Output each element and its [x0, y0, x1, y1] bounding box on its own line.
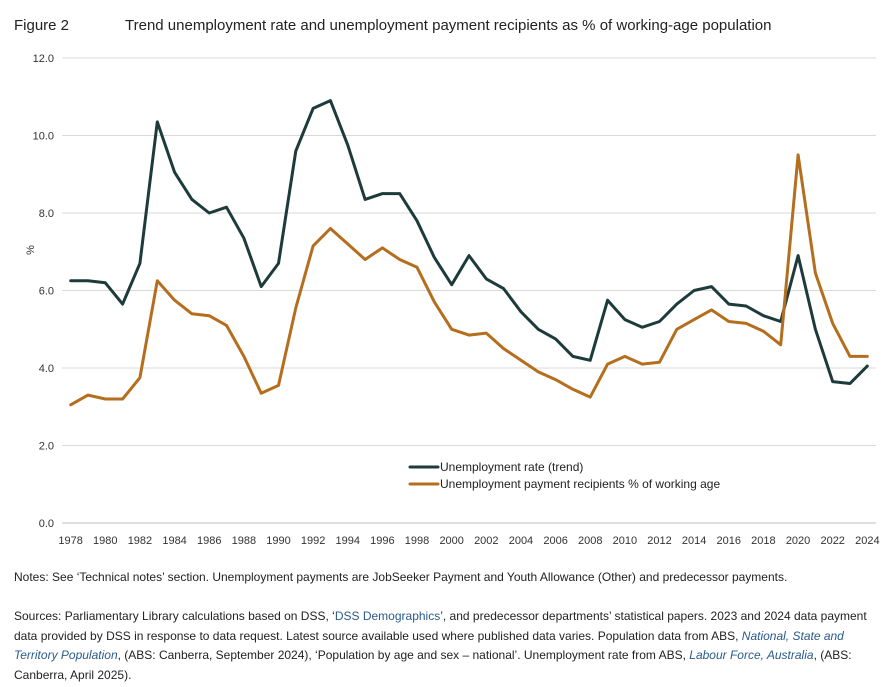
x-tick-label: 2016	[717, 535, 741, 547]
sources-text-4: , (ABS: Canberra, April 2025).	[14, 648, 852, 682]
y-tick-label: 4.0	[39, 363, 54, 375]
figure-label: Figure 2	[14, 17, 70, 34]
y-tick-label: 8.0	[39, 208, 54, 220]
x-tick-label: 2018	[751, 535, 775, 547]
payment-recipients-line	[69, 153, 869, 407]
x-tick-label: 2008	[578, 535, 602, 547]
x-tick-label: 1982	[128, 535, 152, 547]
x-tick-label: 1978	[58, 535, 82, 547]
y-tick-label: 12.0	[33, 53, 54, 65]
y-tick-label: 6.0	[39, 286, 54, 298]
notes: Notes: See ‘Technical notes’ section. Un…	[14, 570, 788, 584]
sources-text-2: ’, and predecessor departments’ statisti…	[14, 609, 867, 643]
x-tick-label: 1984	[162, 535, 186, 547]
sources-text-1: Sources: Parliamentary Library calculati…	[14, 609, 335, 623]
unemployment-rate-line	[69, 99, 869, 385]
x-tick-label: 2022	[820, 535, 844, 547]
legend-label-unemployment: Unemployment rate (trend)	[440, 460, 583, 474]
chart-title: Trend unemployment rate and unemployment…	[125, 17, 772, 34]
x-tick-label: 1996	[370, 535, 394, 547]
x-tick-label: 2004	[509, 535, 533, 547]
x-tick-label: 2010	[613, 535, 637, 547]
y-axis-label: %	[25, 245, 37, 255]
x-tick-label: 1998	[405, 535, 429, 547]
x-tick-label: 1986	[197, 535, 221, 547]
y-tick-label: 2.0	[39, 441, 54, 453]
sources-text-3: , (ABS: Canberra, September 2024), ‘Popu…	[117, 648, 690, 662]
x-tick-label: 2002	[474, 535, 498, 547]
x-tick-label: 2020	[786, 535, 810, 547]
x-tick-label: 1990	[266, 535, 290, 547]
legend: Unemployment rate (trend) Unemployment pa…	[408, 460, 720, 491]
y-tick-label: 10.0	[33, 131, 54, 143]
line-chart: 0.0 2.0 4.0 6.0 8.0 10.0 12.0% 1978 1980 1982 1984…	[25, 53, 880, 547]
y-tick-label: 0.0	[39, 518, 54, 530]
x-tick-label: 2006	[543, 535, 567, 547]
x-tick-label: 1992	[301, 535, 325, 547]
x-tick-label: 1988	[232, 535, 256, 547]
x-tick-label: 1994	[336, 535, 360, 547]
x-tick-label: 1980	[93, 535, 117, 547]
source-link-dss-demographics[interactable]: DSS Demographics	[334, 609, 441, 623]
series-lines	[69, 99, 869, 407]
axes: 0.0 2.0 4.0 6.0 8.0 10.0 12.0% 1978 1980 1982 1984…	[25, 53, 880, 547]
sources: Sources: Parliamentary Library calculati…	[14, 607, 880, 685]
x-tick-label: 2012	[647, 535, 671, 547]
x-tick-label: 2014	[682, 535, 706, 547]
source-link-labour-force[interactable]: Labour Force, Australia	[689, 648, 814, 662]
source-link-national-population[interactable]: National, State and Territory Population	[14, 628, 844, 663]
x-tick-label: 2024	[855, 535, 879, 547]
gridlines	[62, 57, 876, 524]
x-tick-label: 2000	[439, 535, 463, 547]
legend-label-recipients: Unemployment payment recipients % of wor…	[440, 477, 720, 491]
